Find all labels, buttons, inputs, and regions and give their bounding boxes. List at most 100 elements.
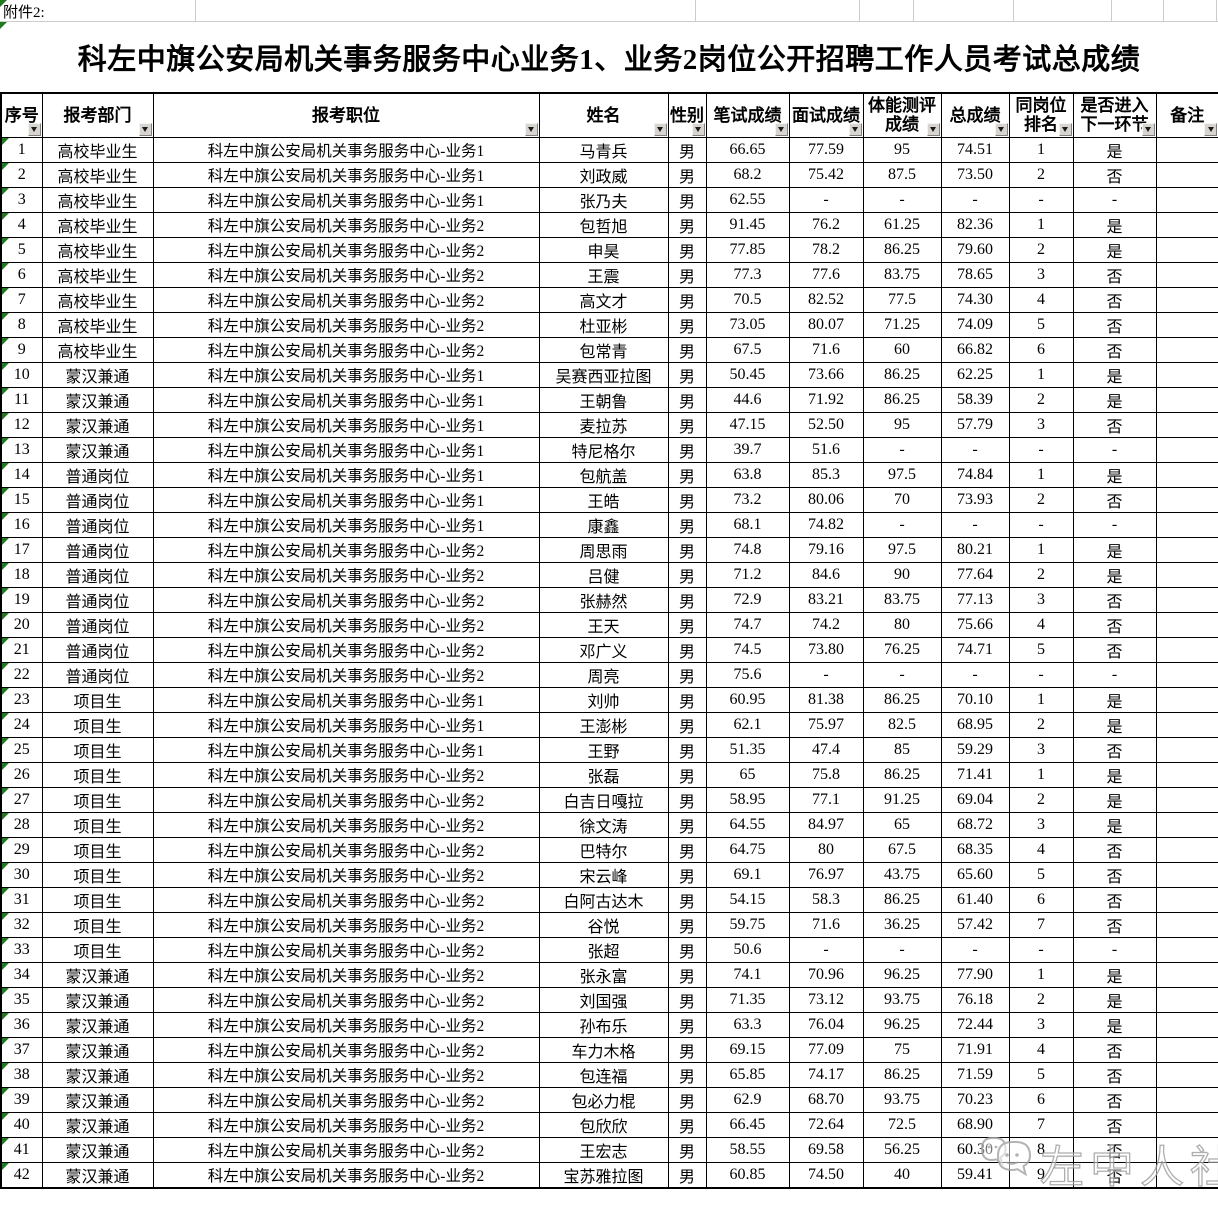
cell-value: 6 [1037, 1090, 1045, 1108]
cell-value: 74.71 [957, 640, 993, 658]
filter-button-bkzw[interactable] [524, 122, 538, 136]
cell-value: 75 [894, 1040, 910, 1058]
cell-value: 65 [739, 765, 756, 783]
filter-button-xm[interactable] [653, 122, 667, 136]
cell-xb: 男 [667, 186, 707, 213]
cell-bscj: 60.95 [705, 686, 790, 713]
cell-value: 62.55 [729, 190, 766, 208]
cell-value: 否 [1106, 893, 1123, 911]
column-header-mscj: 面试成绩 [788, 92, 864, 138]
cell-value: 30 [13, 865, 30, 883]
cell-value: - [823, 940, 829, 958]
cell-flag-triangle [2, 863, 9, 870]
cell-tncp: 75 [862, 1036, 942, 1063]
cell-value: 项目生 [73, 843, 122, 861]
cell-xm: 张磊 [538, 761, 669, 788]
filter-button-tgpm[interactable] [1058, 122, 1072, 136]
cell-value: 76.04 [808, 1015, 844, 1033]
cell-value: 63.8 [733, 465, 762, 483]
column-header-bscj: 笔试成绩 [705, 92, 790, 138]
cell-value: 69.15 [729, 1040, 766, 1058]
cell-xh: 21 [0, 636, 43, 663]
filter-button-xb[interactable] [691, 122, 705, 136]
cell-value: 科左中旗公安局机关事务服务中心-业务2 [207, 842, 485, 860]
filter-button-zcj[interactable] [994, 122, 1008, 136]
cell-value: 74.8 [733, 540, 762, 558]
cell-value: 普通岗位 [65, 518, 130, 536]
cell-tncp: 86.25 [862, 361, 942, 388]
cell-value: 20 [13, 615, 30, 633]
cell-value: 35 [13, 990, 30, 1008]
cell-value: 3 [1037, 815, 1045, 833]
cell-zcj: 61.40 [940, 886, 1010, 913]
cell-value: 27 [13, 790, 30, 808]
cell-xb: 男 [667, 761, 707, 788]
cell-value: 王朝鲁 [579, 393, 628, 411]
cell-xm: 王皓 [538, 486, 669, 513]
cell-mscj: 47.4 [788, 736, 864, 763]
cell-bscj: 51.35 [705, 736, 790, 763]
cell-flag-triangle [2, 338, 9, 345]
cell-value: 77.13 [957, 590, 993, 608]
cell-value: 刘国强 [579, 993, 628, 1011]
cell-value: 否 [1106, 168, 1123, 186]
cell-value: 科左中旗公安局机关事务服务中心-业务1 [207, 517, 485, 535]
cell-value: 51.6 [812, 440, 840, 458]
cell-mscj: 74.82 [788, 511, 864, 538]
cell-bkzw: 科左中旗公安局机关事务服务中心-业务1 [152, 736, 540, 763]
cell-value: 73.12 [808, 990, 844, 1008]
results-table: 序号 报考部门 报考职位 姓名 性别 笔试成绩 面试成绩 体能测评 成绩 总成绩 同岗位 排名 是否… [0, 92, 1218, 1189]
cell-value: 蒙汉兼通 [65, 443, 130, 461]
cell-xh: 39 [0, 1086, 43, 1113]
cell-sfjr: 否 [1072, 1161, 1157, 1188]
cell-value: 62.9 [733, 1090, 762, 1108]
cell-value: - [1038, 440, 1044, 458]
cell-bz [1155, 361, 1218, 388]
cell-value: 男 [678, 943, 695, 961]
column-header-label: 是否进入 下一环节 [1080, 96, 1149, 135]
filter-button-xh[interactable] [27, 122, 41, 136]
cell-bkzw: 科左中旗公安局机关事务服务中心-业务1 [152, 361, 540, 388]
cell-value: 马青兵 [579, 143, 628, 161]
cell-value: 66.82 [957, 340, 993, 358]
filter-button-bscj[interactable] [774, 122, 788, 136]
cell-value: 77.5 [888, 290, 916, 308]
cell-bkbm: 蒙汉兼通 [41, 1111, 154, 1138]
cell-xb: 男 [667, 661, 707, 688]
cell-value: 68.72 [957, 815, 993, 833]
column-header-xb: 性别 [667, 92, 707, 138]
cell-value: 1 [1037, 765, 1045, 783]
cell-tgpm: 9 [1008, 1161, 1074, 1188]
table-row: 6 高校毕业生 科左中旗公安局机关事务服务中心-业务2 王震 男 77.3 77.6 83.7… [0, 261, 1218, 288]
cell-tncp: - [862, 186, 942, 213]
cell-bscj: 65 [705, 761, 790, 788]
filter-button-bz[interactable] [1204, 122, 1217, 136]
cell-tncp: 60 [862, 336, 942, 363]
cell-value: 科左中旗公安局机关事务服务中心-业务2 [207, 567, 485, 585]
cell-xm: 康鑫 [538, 511, 669, 538]
cell-bkbm: 项目生 [41, 761, 154, 788]
table-row: 34 蒙汉兼通 科左中旗公安局机关事务服务中心-业务2 张永富 男 74.1 70.96 96… [0, 961, 1218, 988]
cell-flag-triangle [2, 188, 9, 195]
cell-tgpm: 4 [1008, 611, 1074, 638]
cell-value: - [899, 940, 905, 958]
cell-value: - [972, 440, 978, 458]
cell-tncp: 72.5 [862, 1111, 942, 1138]
cell-tncp: 71.25 [862, 311, 942, 338]
cell-value: 男 [678, 918, 695, 936]
cell-value: 普通岗位 [65, 543, 130, 561]
cell-zcj: 77.13 [940, 586, 1010, 613]
cell-bkbm: 普通岗位 [41, 611, 154, 638]
cell-value: 97.5 [888, 540, 916, 558]
cell-value: 蒙汉兼通 [65, 1093, 130, 1111]
filter-button-sfjr[interactable] [1141, 122, 1155, 136]
cell-tgpm: 3 [1008, 261, 1074, 288]
filter-button-mscj[interactable] [848, 122, 862, 136]
cell-bkbm: 蒙汉兼通 [41, 1086, 154, 1113]
cell-sfjr: 否 [1072, 1136, 1157, 1163]
filter-button-tncp[interactable] [926, 122, 940, 136]
cell-tgpm: 5 [1008, 1061, 1074, 1088]
filter-button-bkbm[interactable] [138, 122, 152, 136]
cell-xh: 40 [0, 1111, 43, 1138]
cell-xh: 9 [0, 336, 43, 363]
